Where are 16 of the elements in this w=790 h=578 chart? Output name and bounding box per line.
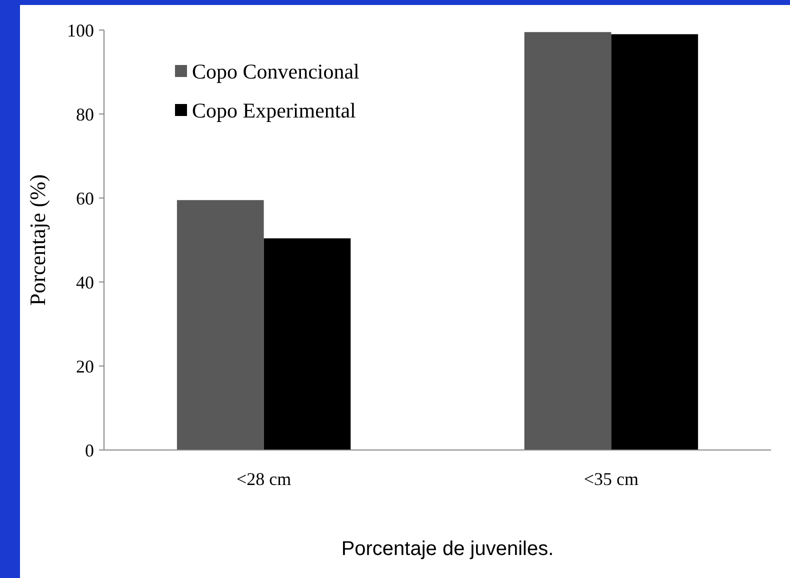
y-tick-label: 0	[85, 440, 94, 460]
y-tick-label: 80	[76, 104, 94, 124]
legend-label: Copo Convencional	[192, 59, 360, 84]
bar	[524, 32, 612, 450]
y-tick-label: 40	[76, 272, 94, 292]
legend-label: Copo Experimental	[192, 98, 356, 122]
x-axis-title: Porcentaje de juveniles.	[341, 538, 554, 560]
bar	[264, 238, 351, 450]
y-tick-label: 20	[76, 356, 94, 376]
x-tick-label: <28 cm	[236, 469, 292, 489]
y-tick-label: 60	[76, 188, 94, 208]
y-tick-label: 100	[67, 20, 94, 40]
y-axis-title: Porcentaje (%)	[25, 174, 50, 306]
bar	[176, 200, 264, 450]
x-tick-label: <35 cm	[584, 469, 639, 489]
bar	[611, 34, 698, 450]
